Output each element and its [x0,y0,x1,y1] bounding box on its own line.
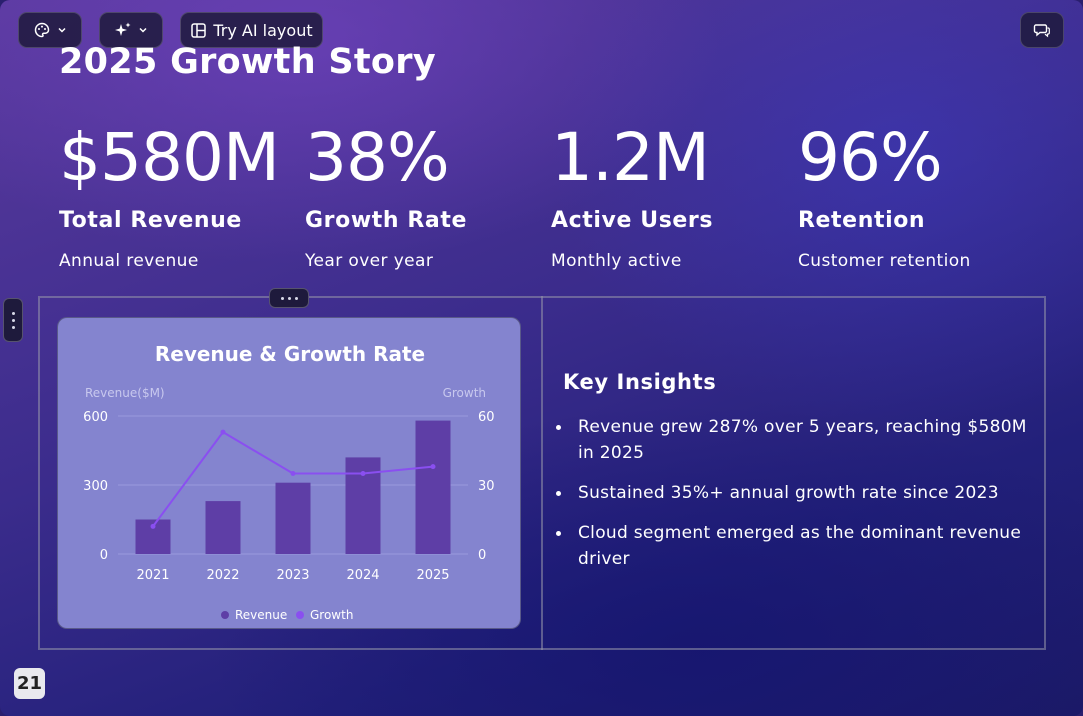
point-growth [290,471,296,476]
try-ai-layout-label: Try AI layout [213,20,313,40]
stat-subtitle: Annual revenue [59,251,199,271]
stat-label: Active Users [551,208,714,233]
stat-subtitle: Customer retention [798,251,971,271]
stat-subtitle: Year over year [305,251,434,271]
point-growth [150,523,156,529]
point-growth [360,471,366,476]
stat-value: 1.2M [551,119,710,196]
x-tick-label: 2024 [346,568,379,583]
x-tick-label: 2022 [206,568,239,583]
y-axis-right-label: Growth [443,386,486,400]
x-tick-label: 2025 [416,568,449,583]
stat-retention[interactable]: 96% Retention Customer retention [798,118,1038,271]
palette-icon [34,22,50,38]
bar-revenue [415,420,451,554]
y-tick-right: 30 [478,479,495,494]
ai-button[interactable] [99,12,163,48]
try-ai-layout-button[interactable]: Try AI layout [180,12,323,48]
list-item: Sustained 35%+ annual growth rate since … [556,480,1033,506]
slide-title[interactable]: 2025 Growth Story [59,42,436,82]
y-tick-right: 60 [478,410,495,425]
layout-icon [191,22,207,38]
y-axis-left-label: Revenue($M) [85,386,165,400]
bar-revenue [205,501,241,554]
block-drag-handle[interactable] [269,288,309,308]
legend-label-growth: Growth [310,608,353,622]
column-divider[interactable] [541,296,543,650]
sparkles-icon [115,22,131,36]
y-tick-left: 0 [100,548,108,563]
chart-title: Revenue & Growth Rate [155,342,425,366]
stat-value: 96% [798,119,943,196]
stat-value: $580M [59,119,280,196]
point-growth [220,429,226,435]
x-tick-label: 2021 [136,568,169,583]
x-tick-label: 2023 [276,568,309,583]
page-number[interactable]: 21 [14,668,45,699]
stat-label: Total Revenue [59,208,242,233]
stat-label: Growth Rate [305,208,468,233]
bar-revenue [275,482,311,554]
point-growth [430,464,436,470]
theme-button[interactable] [18,12,82,48]
chart-card[interactable]: Revenue & Growth Rate Revenue($M) Growth… [57,317,521,629]
slide-drag-handle[interactable] [3,298,23,342]
insights-list: Revenue grew 287% over 5 years, reaching… [556,414,1033,572]
stat-label: Retention [798,208,926,233]
chevron-down-icon [58,27,66,33]
y-tick-left: 300 [83,479,108,494]
revenue-growth-chart: Revenue & Growth Rate Revenue($M) Growth… [83,342,495,622]
comments-button[interactable] [1020,12,1064,48]
stat-growth-rate[interactable]: 38% Growth Rate Year over year [305,118,545,271]
list-item: Cloud segment emerged as the dominant re… [556,520,1033,572]
y-tick-right: 0 [478,548,486,563]
legend-label-revenue: Revenue [235,608,287,622]
insights-heading: Key Insights [563,370,717,394]
stat-total-revenue[interactable]: $580M Total Revenue Annual revenue [59,118,299,271]
legend-marker-revenue [221,611,229,619]
list-item: Revenue grew 287% over 5 years, reaching… [556,414,1033,466]
chat-icon [1033,24,1050,38]
y-tick-left: 600 [83,410,108,425]
chevron-down-icon [139,27,147,33]
legend-marker-growth [296,611,304,619]
stat-active-users[interactable]: 1.2M Active Users Monthly active [551,118,791,271]
stat-value: 38% [305,119,450,196]
key-insights[interactable]: Key Insights Revenue grew 287% over 5 ye… [556,370,1033,586]
stat-subtitle: Monthly active [551,251,682,271]
